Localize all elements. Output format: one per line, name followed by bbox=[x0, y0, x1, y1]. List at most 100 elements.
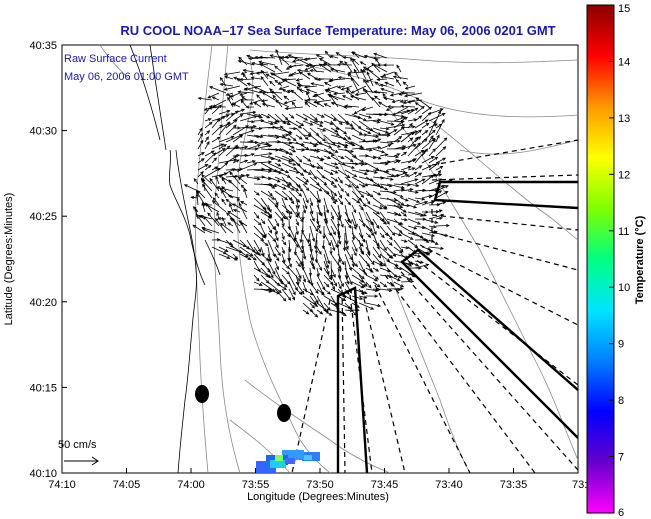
current-vector-head bbox=[433, 119, 437, 124]
current-vector bbox=[218, 162, 228, 171]
current-vector bbox=[225, 253, 238, 261]
current-vector-head bbox=[335, 165, 340, 169]
current-vector bbox=[227, 222, 234, 227]
current-vector-head bbox=[319, 165, 324, 170]
current-vector-head bbox=[322, 138, 327, 142]
current-vector bbox=[281, 148, 293, 156]
current-vector-head bbox=[348, 220, 352, 224]
current-vector-head bbox=[224, 162, 229, 166]
current-vector-head bbox=[345, 240, 349, 245]
current-vector-head bbox=[253, 101, 258, 106]
current-vector bbox=[295, 176, 308, 185]
current-vector-head bbox=[425, 263, 430, 267]
current-vector-head bbox=[258, 55, 263, 60]
current-vector bbox=[415, 97, 430, 108]
current-vector bbox=[275, 100, 290, 108]
current-vector bbox=[428, 246, 444, 249]
current-vector-head bbox=[264, 242, 269, 247]
current-vector bbox=[281, 274, 291, 285]
current-vector-head bbox=[287, 258, 292, 262]
current-vector-head bbox=[228, 94, 233, 99]
current-vector-head bbox=[293, 57, 298, 61]
current-vector bbox=[248, 57, 262, 59]
x-axis-ticks: 74:10 74:05 74:00 73:55 73:50 73:45 73:40 73:35… bbox=[48, 468, 600, 491]
current-vector bbox=[393, 232, 402, 236]
current-vector-head bbox=[350, 57, 354, 62]
current-vector-head bbox=[377, 101, 382, 105]
current-vector-head bbox=[211, 96, 216, 100]
current-vector-head bbox=[219, 222, 224, 227]
current-vector-head bbox=[437, 169, 442, 174]
current-vector-head bbox=[352, 58, 356, 62]
current-vector bbox=[393, 274, 402, 279]
current-vector-head bbox=[414, 102, 419, 106]
colorbar-tick-label: 9 bbox=[618, 339, 624, 351]
current-vector-head bbox=[332, 231, 336, 236]
current-vector bbox=[323, 113, 337, 121]
current-vector-head bbox=[272, 94, 276, 99]
current-vector-head bbox=[314, 117, 319, 121]
current-vector bbox=[260, 148, 279, 151]
current-vector-head bbox=[362, 66, 367, 70]
current-vector bbox=[302, 281, 307, 292]
current-vector-head bbox=[328, 276, 333, 281]
current-vector bbox=[323, 260, 330, 275]
current-vector-head bbox=[211, 105, 216, 109]
current-vector-head bbox=[363, 54, 368, 59]
current-vector bbox=[393, 183, 410, 186]
current-vector-head bbox=[375, 276, 379, 280]
current-vector-head bbox=[302, 278, 307, 283]
current-vector bbox=[239, 92, 248, 96]
current-vector-head bbox=[398, 229, 403, 234]
current-vector-head bbox=[368, 115, 373, 119]
current-vector bbox=[330, 169, 338, 174]
current-vector bbox=[365, 67, 381, 80]
current-vector-head bbox=[292, 162, 297, 166]
current-vector bbox=[262, 92, 276, 101]
current-vector bbox=[323, 246, 330, 264]
current-vector-head bbox=[332, 117, 337, 121]
current-vector bbox=[316, 225, 322, 234]
current-vector bbox=[196, 194, 199, 206]
current-vector bbox=[295, 288, 303, 295]
current-vector-head bbox=[205, 136, 209, 140]
radial-lines-solid bbox=[336, 180, 578, 473]
current-vector-head bbox=[433, 123, 438, 127]
current-vector-head bbox=[251, 153, 255, 157]
current-vector bbox=[351, 239, 358, 252]
current-vector-head bbox=[432, 129, 436, 134]
current-vector-head bbox=[316, 149, 321, 153]
current-vector bbox=[421, 218, 438, 224]
current-vector-head bbox=[250, 129, 255, 133]
current-vector-head bbox=[380, 88, 385, 92]
current-vector bbox=[316, 127, 326, 132]
current-vector-head bbox=[298, 275, 302, 280]
current-vector bbox=[323, 62, 339, 73]
current-vector-head bbox=[409, 236, 414, 240]
current-vector-head bbox=[403, 171, 408, 175]
current-vector-head bbox=[364, 283, 368, 287]
current-vector-head bbox=[311, 305, 316, 309]
current-vector bbox=[407, 137, 419, 150]
current-vector bbox=[414, 189, 426, 192]
current-vector-head bbox=[360, 194, 365, 199]
current-vector-head bbox=[362, 203, 367, 208]
current-vector-head bbox=[252, 110, 257, 115]
current-vector bbox=[346, 87, 353, 94]
current-vector-head bbox=[228, 179, 232, 184]
scale-arrow bbox=[64, 456, 99, 466]
current-vector-head bbox=[424, 129, 429, 134]
current-vector bbox=[274, 253, 280, 261]
current-vector-head bbox=[310, 210, 314, 215]
current-vector bbox=[372, 138, 381, 143]
current-vector bbox=[316, 239, 318, 254]
current-vector bbox=[228, 95, 234, 101]
current-vector bbox=[274, 148, 289, 154]
current-vector bbox=[246, 140, 254, 143]
x-tick-label: 73:40 bbox=[435, 479, 463, 491]
current-vector bbox=[365, 155, 376, 159]
current-vector-head bbox=[342, 247, 347, 252]
current-vector-head bbox=[393, 274, 398, 278]
current-vector-head bbox=[324, 82, 328, 86]
current-vector-head bbox=[318, 63, 323, 67]
